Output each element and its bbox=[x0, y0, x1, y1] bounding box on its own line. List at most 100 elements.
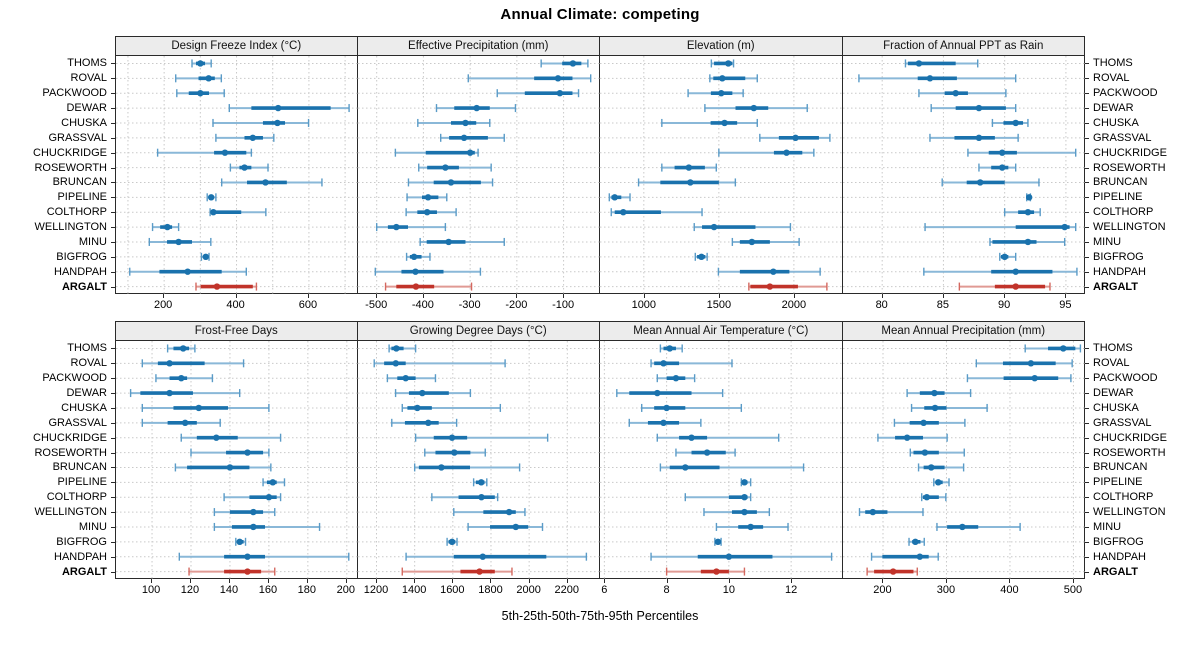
row-tick bbox=[1085, 363, 1089, 365]
interval-pipeline-effective-precipitation bbox=[405, 193, 447, 202]
site-label-chuska: CHUSKA bbox=[61, 116, 107, 129]
interval-packwood-fraction-ppt-rain bbox=[917, 89, 1007, 98]
interval-roseworth-frost-free-days bbox=[190, 448, 270, 457]
site-label-argalt: ARGALT bbox=[1093, 280, 1139, 293]
interval-grassval-elevation bbox=[759, 133, 831, 142]
row-tick bbox=[111, 78, 115, 80]
site-label-thoms: THOMS bbox=[67, 342, 107, 355]
panel-growing-degree-days bbox=[357, 341, 600, 579]
interval-handpah-mean-annual-air-temperature bbox=[650, 552, 833, 561]
interval-minu-mean-annual-precipitation bbox=[935, 522, 1021, 531]
interval-argalt-design-freeze-index bbox=[195, 282, 258, 291]
site-label-thoms: THOMS bbox=[67, 57, 107, 70]
interval-pipeline-fraction-ppt-rain bbox=[1025, 193, 1032, 202]
axis-tick bbox=[1065, 294, 1067, 298]
axis-tick bbox=[882, 579, 884, 583]
interval-pipeline-mean-annual-precipitation bbox=[932, 478, 950, 487]
axis-tick-label: -300 bbox=[458, 299, 481, 311]
site-label-pipeline: PIPELINE bbox=[57, 476, 107, 489]
interval-dewar-mean-annual-air-temperature bbox=[616, 389, 724, 398]
interval-wellington-effective-precipitation bbox=[375, 223, 446, 232]
site-label-chuckridge: CHUCKRIDGE bbox=[1093, 146, 1167, 159]
interval-handpah-frost-free-days bbox=[178, 552, 350, 561]
row-tick bbox=[1085, 93, 1089, 95]
interval-chuska-effective-precipitation bbox=[416, 118, 490, 127]
panel-plot-design-freeze-index bbox=[116, 56, 359, 294]
site-label-thoms: THOMS bbox=[1093, 57, 1133, 70]
axis-tick-label: 2000 bbox=[781, 299, 807, 311]
axis-effective-precipitation: -500 -400 -300 -200 -100 bbox=[358, 294, 601, 314]
row-tick bbox=[1085, 407, 1089, 409]
site-label-grassval: GRASSVAL bbox=[1093, 416, 1152, 429]
row-tick bbox=[111, 63, 115, 65]
axis-tick bbox=[228, 579, 230, 583]
site-label-bruncan: BRUNCAN bbox=[1093, 176, 1148, 189]
axis-tick bbox=[791, 579, 793, 583]
axis-tick-label: 90 bbox=[998, 299, 1011, 311]
interval-grassval-frost-free-days bbox=[141, 418, 221, 427]
site-label-handpah: HANDPAH bbox=[54, 550, 107, 563]
interval-wellington-growing-degree-days bbox=[452, 508, 526, 517]
interval-bigfrog-effective-precipitation bbox=[405, 252, 431, 261]
interval-chuckridge-design-freeze-index bbox=[156, 148, 253, 157]
interval-bigfrog-fraction-ppt-rain bbox=[998, 252, 1016, 261]
interval-grassval-fraction-ppt-rain bbox=[928, 133, 1019, 142]
interval-bigfrog-elevation bbox=[694, 252, 708, 261]
site-label-chuska: CHUSKA bbox=[1093, 401, 1139, 414]
row-tick bbox=[1085, 437, 1089, 439]
site-label-bigfrog: BIGFROG bbox=[56, 535, 107, 548]
panel-band-bottom: Frost-Free Days Growing Degree Days (°C) M… bbox=[0, 321, 1200, 599]
site-label-thoms: THOMS bbox=[1093, 342, 1133, 355]
axis-tick-label: 6 bbox=[601, 584, 608, 596]
axis-tick-label: 200 bbox=[873, 584, 892, 596]
row-tick bbox=[1085, 63, 1089, 65]
site-label-bruncan: BRUNCAN bbox=[52, 176, 107, 189]
axis-tick bbox=[793, 294, 795, 298]
panel-title: Elevation (m) bbox=[686, 40, 755, 52]
row-tick bbox=[1085, 197, 1089, 199]
axis-tick bbox=[643, 294, 645, 298]
axis-tick bbox=[1004, 294, 1006, 298]
panel-header-frost-free-days: Frost-Free Days bbox=[115, 321, 358, 341]
interval-roseworth-elevation bbox=[661, 163, 717, 172]
axis-tick bbox=[490, 579, 492, 583]
interval-colthorp-frost-free-days bbox=[223, 493, 282, 502]
interval-dewar-design-freeze-index bbox=[228, 104, 350, 113]
interval-roseworth-mean-annual-air-temperature bbox=[675, 448, 736, 457]
row-tick bbox=[1085, 497, 1089, 499]
panel-mean-annual-air-temperature bbox=[600, 341, 843, 579]
site-label-chuckridge: CHUCKRIDGE bbox=[33, 431, 107, 444]
site-label-chuska: CHUSKA bbox=[61, 401, 107, 414]
interval-wellington-mean-annual-air-temperature bbox=[703, 508, 771, 517]
axis-tick-label: 400 bbox=[226, 299, 245, 311]
axis-tick-label: 180 bbox=[297, 584, 317, 596]
interval-pipeline-elevation bbox=[608, 193, 631, 202]
interval-bruncan-elevation bbox=[637, 178, 737, 187]
site-label-bruncan: BRUNCAN bbox=[1093, 461, 1148, 474]
site-label-dewar: DEWAR bbox=[1093, 387, 1134, 400]
panel-plot-growing-degree-days bbox=[357, 341, 600, 579]
panel-title: Effective Precipitation (mm) bbox=[408, 40, 549, 52]
interval-chuckridge-mean-annual-precipitation bbox=[876, 433, 948, 442]
axis-tick bbox=[376, 294, 378, 298]
interval-pipeline-design-freeze-index bbox=[206, 193, 217, 202]
row-tick bbox=[111, 286, 115, 288]
site-label-roval: ROVAL bbox=[1093, 357, 1130, 370]
interval-grassval-growing-degree-days bbox=[390, 418, 457, 427]
panel-fraction-ppt-rain bbox=[842, 56, 1085, 294]
panel-header-mean-annual-precipitation: Mean Annual Precipitation (mm) bbox=[842, 321, 1085, 341]
row-tick bbox=[1085, 167, 1089, 169]
panel-title: Design Freeze Index (°C) bbox=[171, 40, 302, 52]
interval-chuckridge-effective-precipitation bbox=[394, 148, 479, 157]
axis-tick-label: 12 bbox=[785, 584, 798, 596]
site-label-argalt: ARGALT bbox=[61, 565, 107, 578]
interval-thoms-elevation bbox=[710, 59, 735, 68]
interval-roseworth-fraction-ppt-rain bbox=[977, 163, 1016, 172]
interval-bigfrog-mean-annual-precipitation bbox=[907, 537, 925, 546]
row-tick bbox=[111, 378, 115, 380]
row-tick bbox=[111, 167, 115, 169]
interval-dewar-frost-free-days bbox=[129, 389, 241, 398]
site-label-colthorp: COLTHORP bbox=[1093, 491, 1154, 504]
interval-grassval-effective-precipitation bbox=[439, 133, 505, 142]
